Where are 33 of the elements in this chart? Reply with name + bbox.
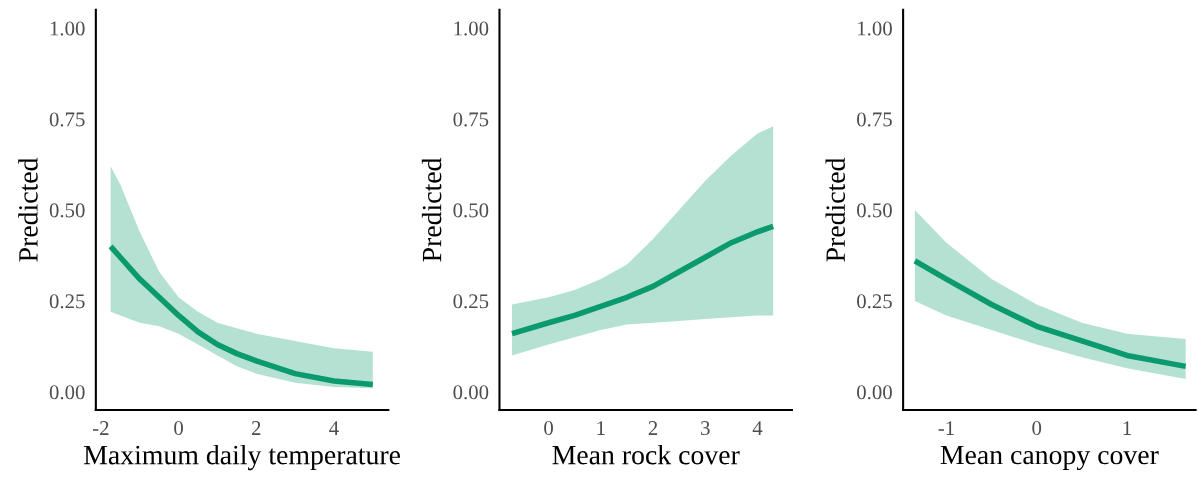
y-tick-label: 0.25	[49, 294, 85, 309]
y-tick-label: 0.75	[49, 112, 85, 127]
x-tick-label: 3	[701, 421, 710, 436]
x-tick-label: 2	[648, 421, 658, 435]
y-tick-label: 0.50	[857, 203, 892, 218]
x-tick-label: 1	[597, 421, 605, 435]
x-tick-label: 4	[329, 421, 339, 435]
x-tick-label: 4	[752, 421, 763, 435]
y-tick-label: 1.00	[454, 21, 489, 36]
x-tick-label: 0	[544, 421, 553, 436]
x-tick-label: 1	[1123, 421, 1131, 435]
y-tick-label: 0.25	[453, 294, 489, 309]
x-tick-label: 2	[251, 421, 261, 435]
y-tick-label: 0.50	[453, 203, 489, 218]
y-tick-label: 0.00	[857, 385, 892, 400]
x-tick-label: 0	[174, 421, 183, 436]
y-axis-title: Predicted	[825, 157, 846, 262]
x-axis-title: Maximum daily temperature	[83, 444, 401, 471]
y-tick-label: 1.00	[858, 21, 892, 36]
x-axis-title: Mean rock cover	[552, 444, 740, 465]
y-axis-title: Predicted	[421, 157, 442, 262]
y-tick-label: 0.75	[857, 112, 892, 127]
x-axis-title: Mean canopy cover	[940, 445, 1159, 471]
y-axis-title: Predicted	[18, 157, 38, 262]
x-tick-label: -2	[92, 421, 109, 435]
x-tick-label: -1	[938, 421, 954, 435]
y-tick-label: 1.00	[50, 21, 85, 36]
y-tick-label: 0.25	[857, 294, 892, 309]
y-tick-label: 0.00	[453, 385, 489, 400]
y-tick-label: 0.50	[49, 203, 85, 218]
y-tick-label: 0.00	[49, 385, 85, 400]
x-tick-label: 0	[1032, 421, 1042, 436]
y-tick-label: 0.75	[453, 112, 489, 127]
